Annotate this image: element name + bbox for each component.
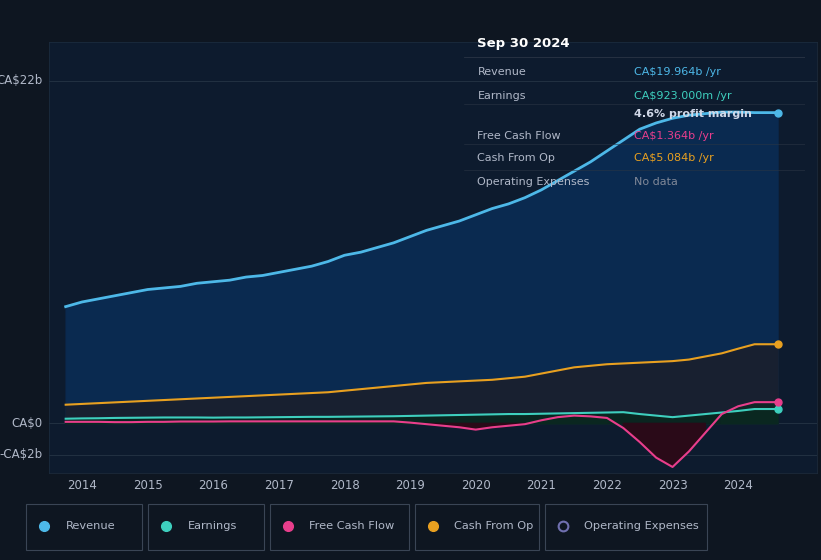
Text: 4.6% profit margin: 4.6% profit margin — [635, 109, 752, 119]
Text: Operating Expenses: Operating Expenses — [585, 521, 699, 531]
Text: Sep 30 2024: Sep 30 2024 — [478, 37, 570, 50]
Text: CA$923.000m /yr: CA$923.000m /yr — [635, 91, 732, 101]
Text: CA$1.364b /yr: CA$1.364b /yr — [635, 131, 713, 141]
Text: CA$22b: CA$22b — [0, 74, 43, 87]
Text: Earnings: Earnings — [187, 521, 236, 531]
Text: Operating Expenses: Operating Expenses — [478, 177, 589, 187]
Text: Earnings: Earnings — [478, 91, 526, 101]
Text: CA$0: CA$0 — [11, 417, 43, 430]
Text: Revenue: Revenue — [478, 67, 526, 77]
Text: Revenue: Revenue — [66, 521, 115, 531]
Text: CA$19.964b /yr: CA$19.964b /yr — [635, 67, 721, 77]
Text: Cash From Op: Cash From Op — [455, 521, 534, 531]
Text: Cash From Op: Cash From Op — [478, 153, 555, 163]
Text: -CA$2b: -CA$2b — [0, 448, 43, 461]
Text: No data: No data — [635, 177, 678, 187]
Text: Free Cash Flow: Free Cash Flow — [310, 521, 395, 531]
Text: CA$5.084b /yr: CA$5.084b /yr — [635, 153, 714, 163]
Text: Free Cash Flow: Free Cash Flow — [478, 131, 561, 141]
